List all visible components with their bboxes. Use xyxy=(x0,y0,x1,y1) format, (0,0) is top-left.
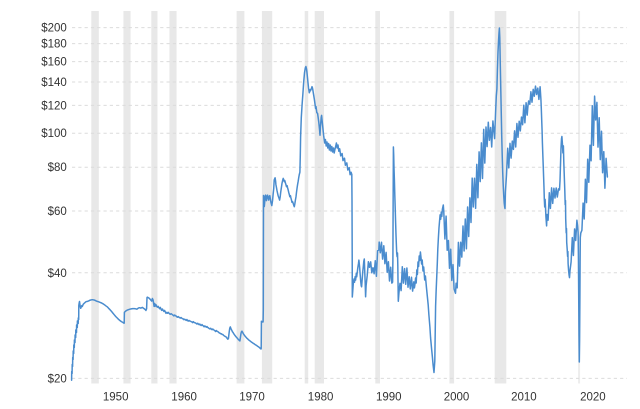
svg-text:$20: $20 xyxy=(48,373,67,385)
svg-text:2020: 2020 xyxy=(580,392,606,404)
svg-text:2000: 2000 xyxy=(444,392,470,404)
svg-text:$40: $40 xyxy=(48,268,67,280)
svg-text:$80: $80 xyxy=(48,162,67,174)
svg-text:1990: 1990 xyxy=(376,392,402,404)
svg-text:1970: 1970 xyxy=(239,392,265,404)
svg-text:$100: $100 xyxy=(41,128,67,140)
svg-text:1960: 1960 xyxy=(171,392,197,404)
svg-text:$140: $140 xyxy=(41,77,67,89)
svg-text:$120: $120 xyxy=(41,100,67,112)
svg-text:1980: 1980 xyxy=(308,392,334,404)
svg-text:$200: $200 xyxy=(41,23,67,35)
svg-text:1950: 1950 xyxy=(103,392,129,404)
svg-text:2010: 2010 xyxy=(511,392,537,404)
svg-text:$60: $60 xyxy=(48,206,67,218)
svg-text:$180: $180 xyxy=(41,39,67,51)
svg-text:$160: $160 xyxy=(41,57,67,69)
